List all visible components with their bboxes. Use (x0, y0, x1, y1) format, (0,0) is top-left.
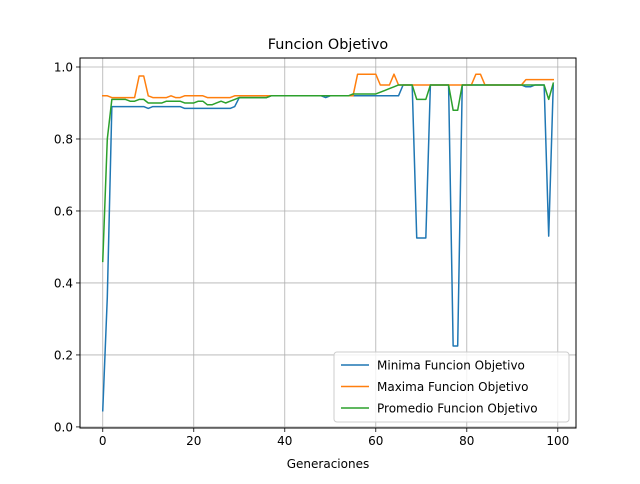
y-tick-label: 0.2 (54, 348, 73, 362)
x-tick-label: 80 (459, 434, 474, 448)
legend: Minima Funcion Objetivo Maxima Funcion Ob… (333, 351, 570, 423)
legend-label-3: Promedio Funcion Objetivo (377, 402, 538, 416)
y-tick-label: 0.4 (54, 276, 73, 290)
series-line-3 (101, 82, 555, 263)
y-tick-label: 1.0 (54, 60, 73, 74)
x-tick-label: 20 (186, 434, 201, 448)
series-group (101, 73, 555, 412)
x-tick-label: 60 (368, 434, 383, 448)
x-axis-label: Generaciones (287, 457, 369, 471)
x-tick-label: 0 (99, 434, 107, 448)
y-tick-label: 0.8 (54, 132, 73, 146)
plot-frame (79, 57, 577, 429)
x-tick-label: 40 (277, 434, 292, 448)
y-tick-label: 0.0 (54, 420, 73, 434)
legend-box (333, 351, 570, 423)
legend-label-2: Maxima Funcion Objetivo (377, 380, 528, 394)
y-tick-label: 0.6 (54, 204, 73, 218)
chart-title: Funcion Objetivo (268, 37, 389, 53)
ticks: 0 20 40 60 80 100 0.0 0.2 0.4 0.6 0.8 1.0 (54, 60, 569, 448)
legend-label-1: Minima Funcion Objetivo (377, 359, 525, 373)
x-tick-label: 100 (546, 434, 569, 448)
